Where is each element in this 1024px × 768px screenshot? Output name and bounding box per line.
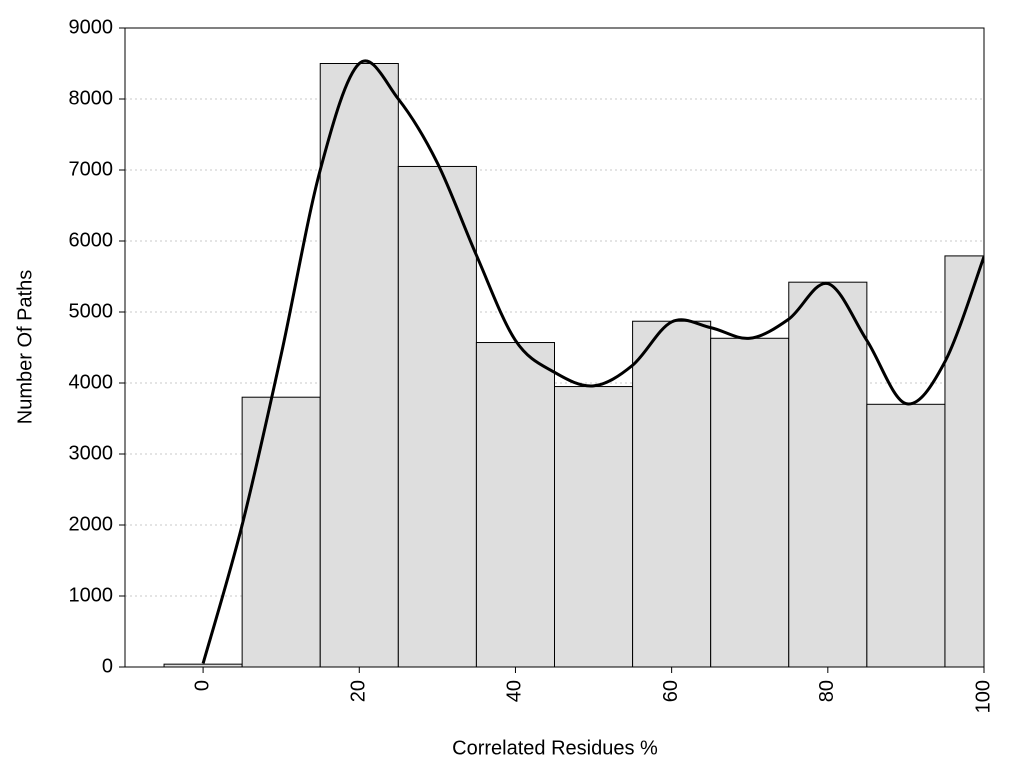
y-tick-label: 9000 — [69, 16, 114, 38]
x-tick-label: 0 — [191, 680, 213, 691]
y-tick-label: 5000 — [69, 300, 114, 322]
y-tick-label: 6000 — [69, 229, 114, 251]
bar — [475, 342, 555, 667]
bar — [319, 63, 399, 667]
y-tick-label: 3000 — [69, 442, 114, 464]
x-tick-label: 100 — [972, 680, 994, 713]
y-tick-label: 0 — [102, 655, 113, 677]
bar — [866, 403, 946, 667]
bar — [788, 281, 868, 667]
bar — [554, 386, 634, 667]
y-axis-label: Number Of Paths — [14, 270, 36, 425]
bar — [632, 320, 712, 667]
x-tick-label: 20 — [348, 680, 370, 702]
y-tick-label: 2000 — [69, 513, 114, 535]
y-tick-label: 4000 — [69, 371, 114, 393]
y-tick-label: 7000 — [69, 158, 114, 180]
bar — [397, 165, 477, 667]
bar — [241, 396, 321, 667]
y-tick-label: 8000 — [69, 87, 114, 109]
y-tick-label: 1000 — [69, 584, 114, 606]
plot-frame — [124, 27, 985, 668]
x-tick-label: 60 — [660, 680, 682, 702]
x-axis-label: Correlated Residues % — [452, 737, 658, 759]
x-tick-label: 40 — [504, 680, 526, 702]
bar — [710, 337, 790, 667]
density-line — [201, 59, 984, 664]
plot-area — [163, 59, 984, 667]
x-tick-label: 80 — [816, 680, 838, 702]
